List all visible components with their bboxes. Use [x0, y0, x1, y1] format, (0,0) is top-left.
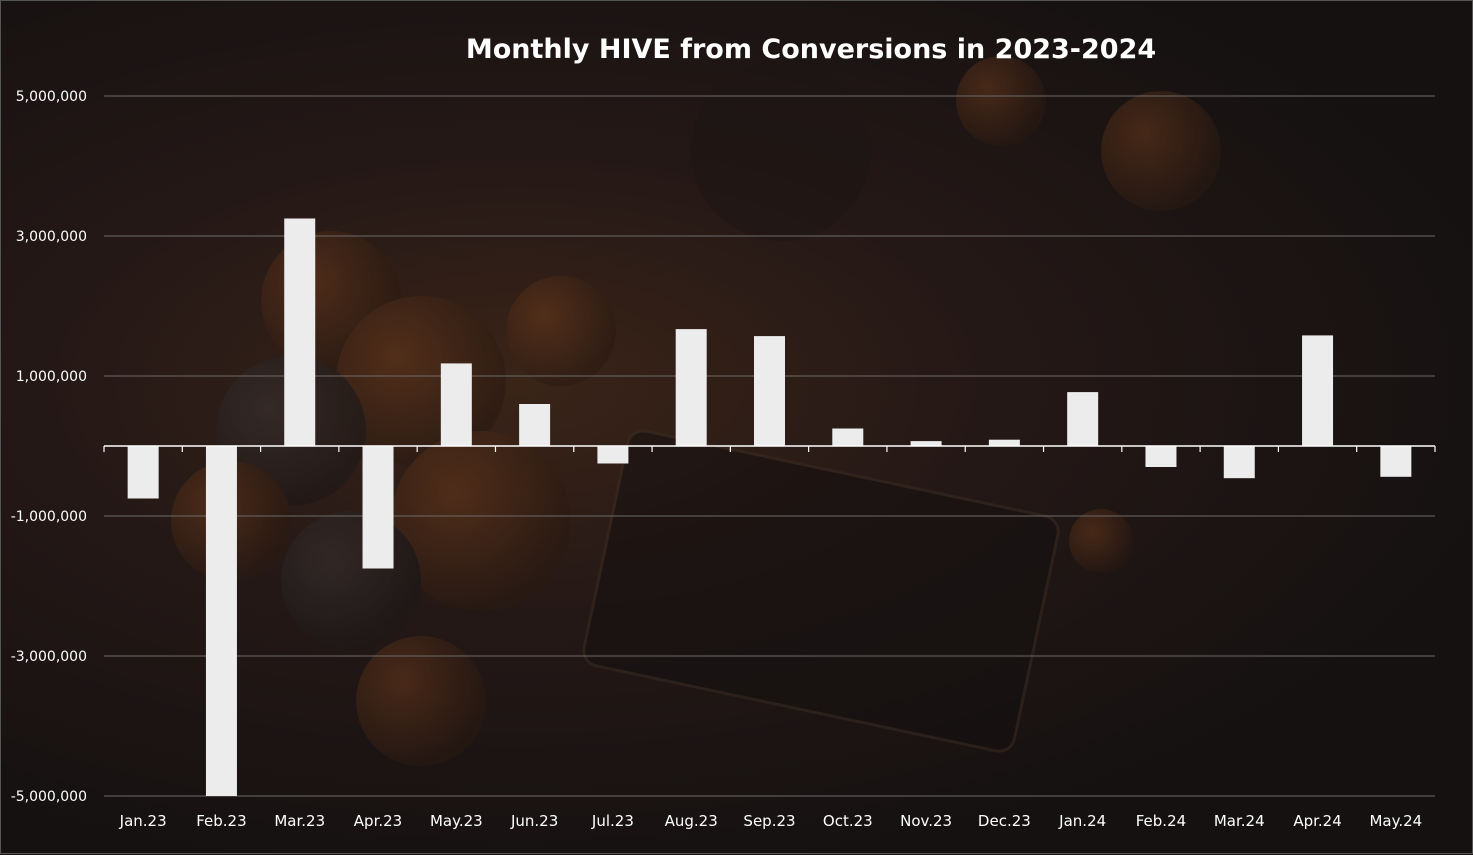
y-tick-label: 5,000,000: [16, 89, 87, 105]
bar-apr-24: [1302, 335, 1334, 446]
x-axis: [103, 445, 1436, 452]
bars: [127, 218, 1412, 796]
x-tick-label: Dec.23: [978, 812, 1031, 830]
x-tick-label: Jan.23: [119, 812, 167, 830]
gridlines: [104, 95, 1435, 797]
bar-dec-23: [988, 439, 1020, 446]
x-tick-label: Jun.23: [510, 812, 558, 830]
x-axis-tick-labels: Jan.23 Feb.23 Mar.23 Apr.23 May.23 Jun.23 Jul.…: [119, 812, 1423, 830]
x-tick-label: Apr.24: [1293, 812, 1341, 830]
bar-apr-23: [362, 446, 394, 569]
bar-nov-23: [910, 441, 942, 446]
chart-title: Monthly HIVE from Conversions in 2023-20…: [466, 34, 1156, 65]
x-tick-label: Mar.23: [274, 812, 325, 830]
bar-jul-23: [597, 446, 629, 464]
x-tick-label: Apr.23: [354, 812, 402, 830]
x-tick-label: Oct.23: [823, 812, 873, 830]
bar-may-24: [1380, 446, 1412, 477]
bar-sep-23: [754, 336, 785, 446]
y-tick-label: 1,000,000: [16, 369, 87, 385]
bar-feb-24: [1145, 446, 1177, 467]
y-tick-label: -5,000,000: [11, 789, 87, 805]
y-tick-label: -1,000,000: [11, 509, 87, 525]
bar-jun-23: [519, 404, 551, 446]
bar-aug-23: [675, 329, 707, 446]
x-tick-label: Jul.23: [591, 812, 634, 830]
x-tick-label: Jan.24: [1058, 812, 1106, 830]
y-tick-label: -3,000,000: [11, 649, 87, 665]
bar-mar-23: [284, 218, 316, 446]
bar-jan-23: [127, 446, 159, 499]
bar-jan-24: [1067, 392, 1099, 446]
background-illustration: [171, 56, 1221, 766]
x-tick-label: May.24: [1369, 812, 1422, 830]
x-tick-label: Feb.24: [1136, 812, 1186, 830]
bar-may-23: [440, 363, 472, 446]
bar-mar-24: [1223, 446, 1255, 479]
bar-oct-23: [832, 428, 864, 446]
y-axis-tick-labels: 5,000,000 3,000,000 1,000,000 -1,000,000 -3,…: [11, 89, 87, 805]
x-tick-label: Nov.23: [900, 812, 952, 830]
bar-feb-23: [205, 446, 237, 796]
y-tick-label: 3,000,000: [16, 229, 87, 245]
x-tick-label: Aug.23: [665, 812, 718, 830]
x-tick-label: May.23: [430, 812, 483, 830]
x-tick-label: Mar.24: [1214, 812, 1265, 830]
x-tick-label: Sep.23: [743, 812, 795, 830]
x-tick-label: Feb.23: [196, 812, 246, 830]
